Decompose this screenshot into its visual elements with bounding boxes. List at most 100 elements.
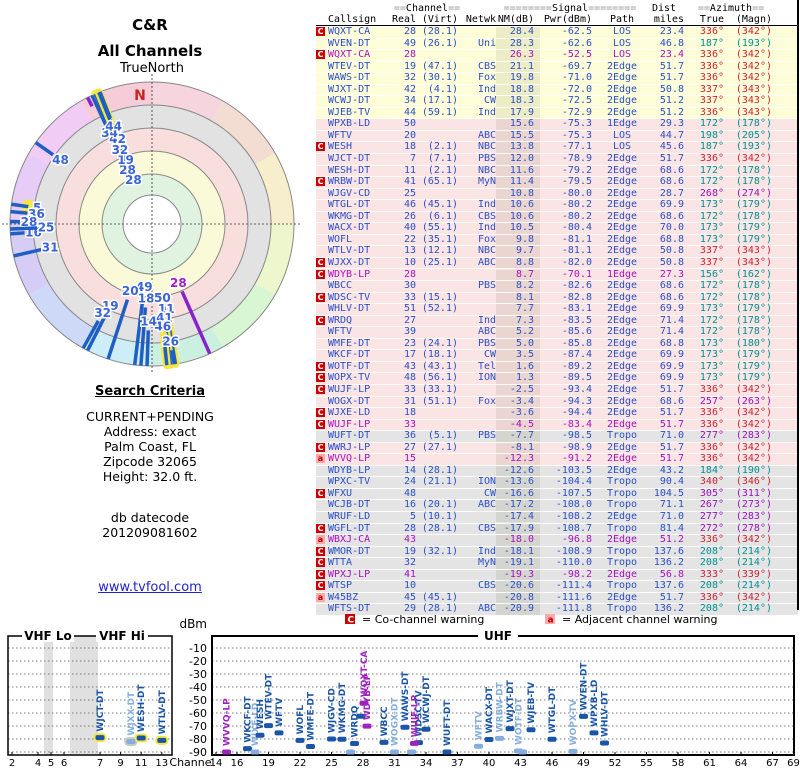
power-cell: -80.2: [561, 210, 592, 222]
table-row[interactable]: C WWRJ-LP 27 (27.1) -8.1 -98.9 2Edge 51.7 336° (3…: [316, 442, 798, 455]
table-row[interactable]: WFTV 20 ABC 15.5 -75.3 LOS 44.7 198° (205°): [316, 130, 798, 143]
station-marker[interactable]: [295, 737, 305, 743]
table-row[interactable]: WBCC 30 PBS 8.2 -82.6 2Edge 68.6 172° (178°): [316, 281, 798, 293]
station-marker[interactable]: [547, 736, 557, 742]
channel-tick-label: 2: [9, 758, 15, 768]
table-row[interactable]: C WOTF-DT 43 (43.1) Tel 1.6 -89.2 2Edge 69.9 173°…: [316, 361, 798, 374]
station-marker[interactable]: [337, 736, 347, 742]
table-row[interactable]: C WQXT-CA 28 26.3 -52.5 LOS 23.4 336° (342°): [316, 50, 798, 62]
station-marker[interactable]: [484, 737, 494, 743]
station-marker[interactable]: [346, 749, 355, 755]
table-row[interactable]: WTGL-DT 46 (45.1) Ind 10.6 -80.2 2Edge 69.9 173°…: [316, 200, 798, 212]
station-marker[interactable]: [243, 746, 252, 752]
station-marker[interactable]: [359, 700, 369, 706]
table-row[interactable]: WJGV-CD 25 10.8 -80.0 2Edge 28.7 268° (274°): [316, 188, 798, 201]
table-row[interactable]: WFTS-DT 29 (28.1) ABC -20.9 -111.8 Tropo 136.2 2…: [316, 604, 798, 616]
station-marker[interactable]: [327, 736, 336, 742]
table-row[interactable]: WKMG-DT 26 (6.1) CBS 10.6 -80.2 2Edge 68.6 172° (…: [316, 210, 798, 224]
warning-badge-cell: a: [316, 592, 328, 604]
station-marker[interactable]: [95, 735, 105, 741]
table-row[interactable]: WPXC-TV 24 (21.1) ION -13.6 -104.4 Tropo 90.4 34…: [316, 477, 798, 489]
table-row[interactable]: C WTSP 10 CBS -20.6 -111.4 Tropo 137.6 208° (214°…: [316, 581, 798, 593]
station-marker[interactable]: [255, 732, 265, 738]
noise-margin-cell: 5.0: [496, 338, 540, 350]
network-cell: MyN: [477, 557, 496, 569]
station-marker[interactable]: [495, 735, 504, 741]
table-row[interactable]: C WGFL-DT 28 (28.1) CBS -17.9 -108.7 Tropo 81.4 2…: [316, 523, 798, 536]
table-row[interactable]: WRUF-LD 5 (10.1) -17.4 -108.2 2Edge 71.0 277° (2…: [316, 511, 798, 524]
table-row[interactable]: WJEB-TV 44 (59.1) Ind 17.9 -72.9 2Edge 51.2 336°…: [316, 107, 798, 120]
station-marker[interactable]: [518, 749, 527, 755]
table-row[interactable]: a WBXJ-CA 43 -18.0 -96.8 2Edge 51.2 336° (342°): [316, 535, 798, 547]
table-row[interactable]: WCJB-DT 16 (20.1) ABC -17.2 -108.0 Tropo 71.1 26…: [316, 500, 798, 512]
station-marker[interactable]: [379, 739, 389, 745]
table-row[interactable]: a WVVQ-LP 15 -12.3 -91.2 2Edge 51.7 336° (342°): [316, 454, 798, 466]
station-marker[interactable]: [356, 713, 366, 719]
table-row[interactable]: WESH-DT 11 (2.1) NBC 11.6 -79.2 2Edge 68.6 172° (…: [316, 165, 798, 178]
table-row[interactable]: WCWJ-DT 34 (17.1) CW 18.3 -72.5 2Edge 51.2 337° (…: [316, 96, 798, 108]
station-marker[interactable]: [222, 749, 231, 755]
table-row[interactable]: C WMOR-DT 19 (32.1) Ind -18.1 -108.9 Tropo 137.6…: [316, 546, 798, 559]
table-row[interactable]: C WDYB-LP 28 8.7 -70.1 1Edge 27.3 156° (162°): [316, 269, 798, 282]
station-marker[interactable]: [421, 726, 431, 732]
table-row[interactable]: C WRBW-DT 41 (65.1) MyN 11.4 -79.5 2Edge 68.6 172…: [316, 177, 798, 189]
table-row[interactable]: C WOPX-TV 48 (56.1) ION 1.3 -89.5 2Edge 69.9 173°…: [316, 373, 798, 385]
table-row[interactable]: WFTV 39 ABC 5.2 -85.6 2Edge 71.4 172° (178°): [316, 327, 798, 339]
table-row[interactable]: C WPXJ-LP 41 -19.3 -98.2 2Edge 56.8 333° (339°): [316, 569, 798, 582]
table-row[interactable]: WHLV-DT 51 (52.1) 7.7 -83.1 2Edge 69.9 173° (179…: [316, 304, 798, 316]
table-row[interactable]: WTEV-DT 19 (47.1) CBS 21.1 -69.7 2Edge 51.7 336°…: [316, 61, 798, 74]
station-marker[interactable]: [390, 749, 399, 755]
station-marker[interactable]: [157, 737, 167, 743]
station-marker[interactable]: [250, 749, 260, 755]
table-row[interactable]: WAWS-DT 32 (30.1) Fox 19.8 -71.0 2Edge 51.7 336°…: [316, 73, 798, 85]
station-marker[interactable]: [126, 739, 136, 745]
station-marker[interactable]: [306, 744, 315, 750]
table-row[interactable]: C WQXT-CA 28 (28.1) 28.4 -62.5 LOS 23.4 336° (342…: [316, 27, 798, 39]
table-row[interactable]: WTLV-DT 13 (12.1) NBC 9.7 -81.1 2Edge 50.8 337° (…: [316, 246, 798, 258]
table-row[interactable]: WJXT-DT 42 (4.1) Ind 18.8 -72.0 2Edge 50.8 337° (…: [316, 84, 798, 97]
table-row[interactable]: WJCT-DT 7 (7.1) PBS 12.0 -78.9 2Edge 51.7 336° (3…: [316, 154, 798, 166]
warning-badge-cell: C: [316, 569, 328, 581]
station-marker[interactable]: [579, 713, 588, 719]
station-marker[interactable]: [136, 735, 146, 741]
table-row[interactable]: C WUJF-LP 33 -4.5 -83.4 2Edge 51.7 336° (342°): [316, 419, 798, 432]
station-marker[interactable]: [589, 730, 599, 736]
table-row[interactable]: WOGX-DT 31 (51.1) Fox -3.4 -94.3 2Edge 68.6 257°…: [316, 396, 798, 409]
station-marker[interactable]: [350, 741, 359, 747]
table-row[interactable]: WPXB-LD 50 15.6 -75.3 1Edge 29.3 172° (178°): [316, 119, 798, 131]
station-marker[interactable]: [362, 723, 372, 729]
station-marker[interactable]: [600, 740, 609, 746]
table-row[interactable]: a W45BZ 45 (45.1) -20.8 -111.6 2Edge 51.7 336° (3…: [316, 592, 798, 605]
station-marker[interactable]: [442, 749, 452, 755]
station-marker[interactable]: [505, 726, 515, 732]
table-row[interactable]: WACX-DT 40 (55.1) Ind 10.5 -80.4 2Edge 70.0 173°…: [316, 223, 798, 235]
table-row[interactable]: C WFXU 48 CW -16.6 -107.5 Tropo 104.5 305° (311°): [316, 488, 798, 501]
station-marker[interactable]: [274, 730, 284, 736]
table-row[interactable]: C WJXX-DT 10 (25.1) ABC 8.8 -82.0 2Edge 50.8 337°…: [316, 257, 798, 270]
table-row[interactable]: C WJXE-LD 18 -3.6 -94.4 2Edge 51.7 336° (342°): [316, 408, 798, 420]
table-row[interactable]: WUFT-DT 36 (5.1) PBS -7.7 -98.5 Tropo 71.0 277° (…: [316, 431, 798, 443]
table-row[interactable]: WOFL 22 (35.1) Fox 9.8 -81.1 2Edge 68.8 173° (179…: [316, 234, 798, 247]
spoke-channel-label: 11: [158, 302, 175, 316]
table-row[interactable]: C WDSC-TV 33 (15.1) 8.1 -82.8 2Edge 68.6 172° (17…: [316, 292, 798, 305]
table-row[interactable]: WVEN-DT 49 (26.1) Uni 28.3 -62.6 LOS 46.8 187° (1…: [316, 38, 798, 51]
spoke-channel-label: 49: [136, 280, 153, 294]
true-azimuth-cell: 173°: [699, 303, 724, 315]
station-marker[interactable]: [264, 723, 273, 729]
station-marker[interactable]: [474, 743, 483, 749]
station-marker[interactable]: [407, 749, 416, 755]
table-row[interactable]: WKCF-DT 17 (18.1) CW 3.5 -87.4 2Edge 69.9 173° (1…: [316, 350, 798, 362]
station-marker[interactable]: [400, 724, 410, 730]
table-row[interactable]: C WESH 18 (2.1) NBC 13.8 -77.1 LOS 45.6 187° (193°…: [316, 142, 798, 155]
tvfool-link[interactable]: www.tvfool.com: [98, 580, 202, 595]
table-row[interactable]: C WRDQ 27 Ind 7.3 -83.5 2Edge 71.4 172° (178°): [316, 315, 798, 328]
power-cell: -89.5: [561, 372, 592, 384]
callsign-cell: WVVQ-LP: [328, 453, 371, 465]
station-marker[interactable]: [410, 740, 419, 746]
station-marker[interactable]: [526, 727, 536, 733]
table-row[interactable]: C WTTA 32 MyN -19.1 -110.0 Tropo 136.2 208° (214°…: [316, 558, 798, 570]
station-marker[interactable]: [568, 748, 578, 754]
table-row[interactable]: C WUJF-LP 33 (33.1) -2.5 -93.4 2Edge 51.7 336° (3…: [316, 384, 798, 397]
table-row[interactable]: WDYB-LP 14 (28.1) -12.6 -103.5 2Edge 43.2 184° (…: [316, 465, 798, 478]
table-row[interactable]: WMFE-DT 23 (24.1) PBS 5.0 -85.8 2Edge 68.8 173° (…: [316, 338, 798, 351]
